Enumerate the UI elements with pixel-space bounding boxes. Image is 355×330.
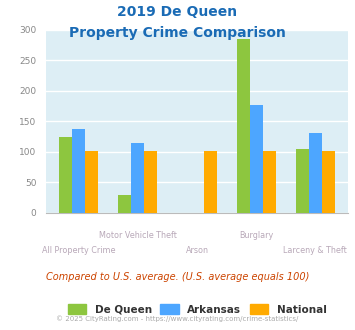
Text: All Property Crime: All Property Crime [42, 246, 115, 255]
Bar [144, 151, 157, 213]
Bar [250, 105, 263, 213]
Bar [309, 133, 322, 213]
Bar [322, 151, 335, 213]
Bar [118, 194, 131, 213]
Text: 2019 De Queen: 2019 De Queen [118, 5, 237, 19]
Bar [203, 151, 217, 213]
Text: Arson: Arson [186, 246, 208, 255]
Bar [131, 143, 144, 213]
Text: Motor Vehicle Theft: Motor Vehicle Theft [99, 231, 177, 240]
Text: Compared to U.S. average. (U.S. average equals 100): Compared to U.S. average. (U.S. average … [46, 272, 309, 282]
Text: Property Crime Comparison: Property Crime Comparison [69, 26, 286, 40]
Text: Larceny & Theft: Larceny & Theft [284, 246, 347, 255]
Text: © 2025 CityRating.com - https://www.cityrating.com/crime-statistics/: © 2025 CityRating.com - https://www.city… [56, 315, 299, 322]
Legend: De Queen, Arkansas, National: De Queen, Arkansas, National [67, 304, 327, 315]
Bar [263, 151, 276, 213]
Bar [72, 129, 85, 213]
Bar [59, 137, 72, 213]
Text: Burglary: Burglary [239, 231, 273, 240]
Bar [296, 149, 309, 213]
Bar [85, 151, 98, 213]
Bar [237, 39, 250, 213]
